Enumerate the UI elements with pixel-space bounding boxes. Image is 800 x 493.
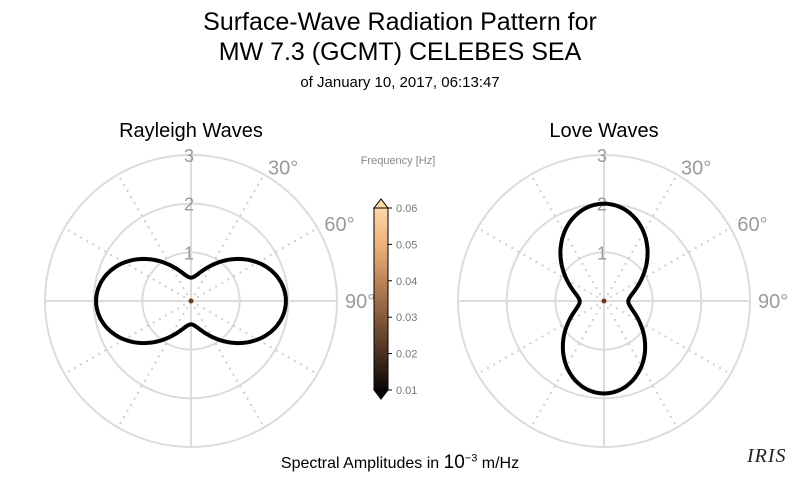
angle-tick-label: 90° [758,291,788,313]
subplot-title: Rayleigh Waves [119,120,263,142]
colorbar-extend-bottom [372,389,390,400]
colorbar-gradient [373,207,389,391]
epicenter-dot [188,298,194,304]
angle-tick-label: 90° [345,291,375,313]
colorbar-tick-label: 0.04 [396,276,417,288]
angle-tick-label: 60° [324,214,354,236]
angle-tick-label: 30° [268,158,298,180]
grid-spoke-330 [117,174,192,302]
frequency-colorbar: Frequency [Hz] 0.06 0.05 0.04 0.03 0.02 0.01 [361,155,436,400]
grid-spoke-150 [190,300,265,428]
chart-title-line2: MW 7.3 (GCMT) CELEBES SEA [218,38,582,66]
angle-tick-label: 60° [737,214,767,236]
grid-spoke-240 [477,300,605,375]
radial-tick-label: 3 [597,146,607,166]
colorbar-tick-label: 0.05 [396,239,417,251]
chart-title-line1: Surface-Wave Radiation Pattern for [203,8,597,36]
colorbar-tick-label: 0.01 [396,385,417,397]
grid-spoke-300 [477,227,605,302]
chart-subtitle-date: of January 10, 2017, 06:13:47 [300,74,500,91]
angle-tick-label: 30° [681,158,711,180]
radial-tick-label: 1 [184,243,194,263]
radiation-pattern-curve [558,201,650,396]
caption-unit: m/Hz [477,455,520,472]
colorbar-tick-label: 0.03 [396,312,417,324]
grid-spoke-30 [190,174,265,302]
colorbar-tick-label: 0.06 [396,203,417,215]
spectral-amplitude-caption: Spectral Amplitudes in 10−3 m/Hz [0,452,800,474]
iris-logo: IRIS [747,445,787,467]
radial-tick-label: 2 [184,195,194,215]
caption-base: 10 [443,452,465,473]
grid-spoke-210 [117,300,192,428]
grid-spoke-120 [603,300,731,375]
radial-tick-label: 1 [597,243,607,263]
radiation-pattern-curve [94,256,288,346]
epicenter-dot [601,298,607,304]
colorbar-label: Frequency [Hz] [361,155,436,167]
colorbar-tick-label: 0.02 [396,349,417,361]
radial-tick-label: 3 [184,146,194,166]
subplot-title: Love Waves [549,120,658,142]
grid-spoke-60 [603,227,731,302]
colorbar-extend-top [372,198,390,209]
rayleigh-polar-plot: 1 2 3 30° 60° 90° Rayleigh Waves [44,120,375,448]
caption-exponent: −3 [464,452,478,465]
caption-prefix: Spectral Amplitudes in [280,455,444,472]
